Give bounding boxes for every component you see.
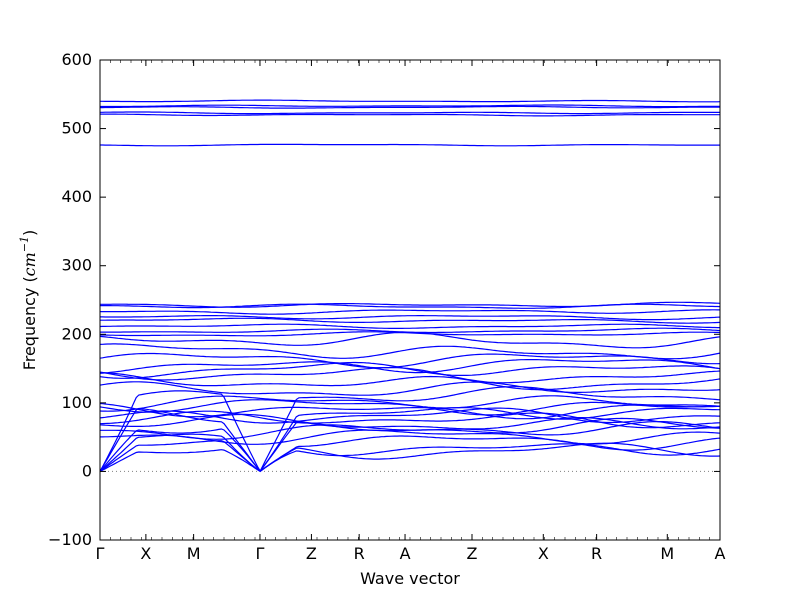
y-tick-label: −100 bbox=[48, 530, 92, 549]
band-line bbox=[100, 301, 721, 308]
y-tick-label: 600 bbox=[61, 50, 92, 69]
band-line bbox=[100, 99, 721, 103]
x-tick-label: M bbox=[187, 544, 201, 563]
band-line bbox=[100, 309, 720, 315]
x-tick-label: Γ bbox=[255, 544, 264, 563]
x-tick-label: X bbox=[538, 544, 549, 563]
plot-frame bbox=[99, 59, 721, 541]
y-tick-label: 200 bbox=[61, 324, 92, 343]
band-lines bbox=[99, 99, 721, 473]
band-line bbox=[99, 395, 721, 412]
x-tick-label: R bbox=[354, 544, 365, 563]
x-tick-label: R bbox=[591, 544, 602, 563]
band-line bbox=[99, 407, 720, 424]
x-tick-label: M bbox=[660, 544, 674, 563]
band-line bbox=[99, 399, 720, 416]
band-line bbox=[99, 367, 721, 384]
band-line bbox=[99, 343, 721, 360]
y-tick-label: 100 bbox=[61, 393, 92, 412]
band-line bbox=[99, 359, 721, 374]
band-line bbox=[99, 407, 720, 473]
x-tick-label: Z bbox=[306, 544, 317, 563]
band-line bbox=[99, 352, 721, 369]
x-axis-label: Wave vector bbox=[360, 569, 460, 588]
y-tick-label: 0 bbox=[82, 461, 92, 480]
y-axis: −100 0 100 200 300 400 500 600 bbox=[48, 50, 720, 549]
x-tick-label: Z bbox=[467, 544, 478, 563]
band-line bbox=[100, 143, 720, 147]
band-line bbox=[100, 372, 721, 391]
band-line bbox=[100, 104, 720, 108]
band-line bbox=[99, 402, 721, 420]
x-tick-label: A bbox=[400, 544, 411, 563]
band-line bbox=[99, 331, 721, 349]
y-tick-label: 500 bbox=[61, 119, 92, 138]
y-axis-label: Frequency (cm−1) bbox=[18, 230, 39, 371]
band-line bbox=[100, 105, 720, 109]
y-tick-label: 300 bbox=[61, 256, 92, 275]
band-line bbox=[99, 442, 721, 473]
band-line bbox=[100, 429, 721, 445]
band-line bbox=[99, 323, 720, 329]
band-line bbox=[100, 113, 720, 117]
band-line bbox=[99, 410, 721, 429]
y-tick-label: 400 bbox=[61, 187, 92, 206]
band-line bbox=[99, 413, 721, 430]
band-line bbox=[100, 317, 721, 324]
band-line bbox=[99, 386, 721, 473]
band-line bbox=[99, 440, 721, 473]
x-tick-label: X bbox=[140, 544, 151, 563]
band-line bbox=[100, 315, 721, 321]
band-line bbox=[100, 111, 720, 115]
band-line bbox=[99, 381, 721, 396]
x-tick-label: A bbox=[715, 544, 726, 563]
x-tick-label: Γ bbox=[96, 544, 105, 563]
